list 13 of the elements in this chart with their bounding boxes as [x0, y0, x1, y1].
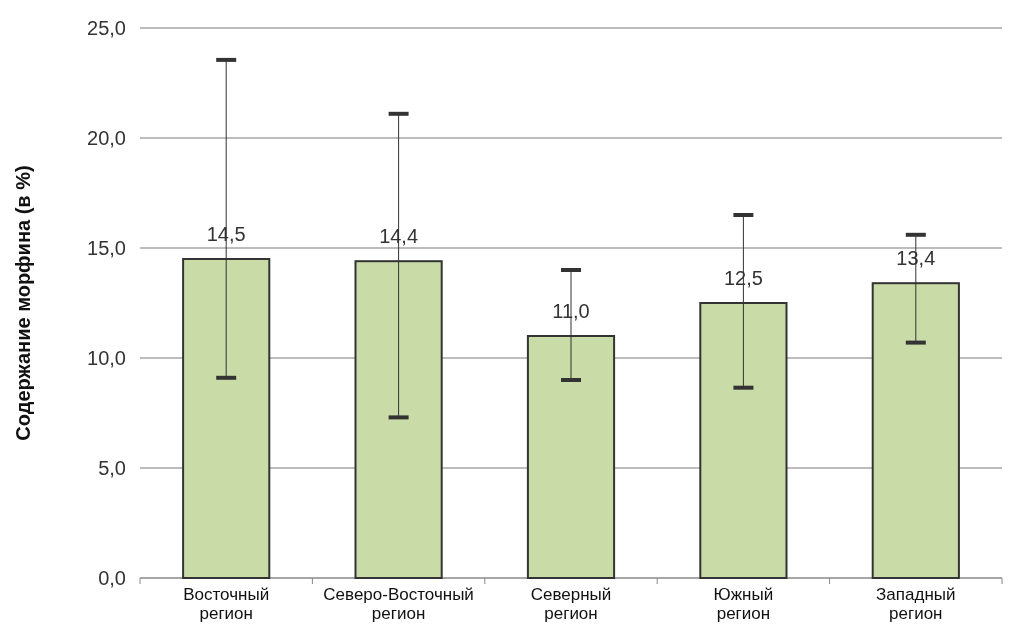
x-tick-label: Южный регион [713, 585, 774, 623]
data-label: 11,0 [552, 300, 590, 322]
y-tick-label: 0,0 [98, 566, 126, 589]
y-tick-label: 10,0 [87, 346, 126, 369]
y-tick-label: 15,0 [87, 236, 126, 259]
y-tick-label: 25,0 [87, 16, 126, 39]
x-tick-label: Северный регион [530, 585, 612, 623]
x-tick-label: Северо-Восточный регион [323, 585, 474, 623]
x-tick-label: Восточный регион [183, 585, 270, 623]
y-axis-title: Содержание морфина (в %) [12, 165, 34, 441]
y-tick-label: 5,0 [98, 456, 126, 479]
y-tick-label: 20,0 [87, 126, 126, 149]
x-tick-label: Западный регион [876, 585, 956, 623]
